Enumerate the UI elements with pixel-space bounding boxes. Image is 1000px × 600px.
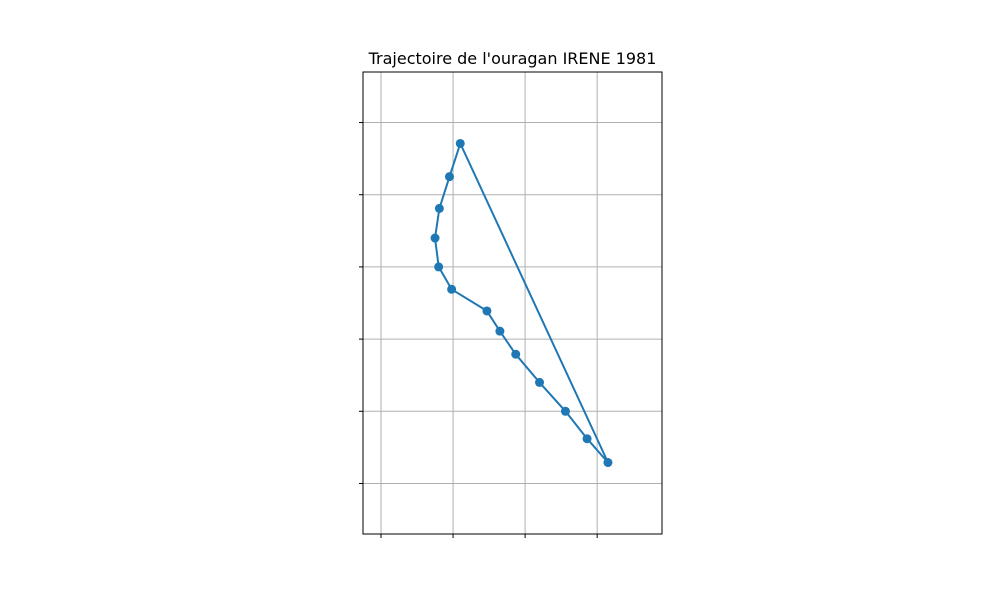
- trajectory-point: [455, 138, 465, 148]
- trajectory-point: [495, 326, 505, 336]
- trajectory-point: [582, 434, 592, 444]
- chart-title: Trajectoire de l'ouragan IRENE 1981: [368, 49, 657, 68]
- trajectory-line: [434, 142, 609, 464]
- trajectory-point: [430, 233, 440, 243]
- trajectory-point: [560, 406, 570, 416]
- axes-frame: [362, 71, 663, 535]
- series-layer: [430, 138, 613, 468]
- trajectory-point: [603, 458, 613, 468]
- grid-layer: [359, 72, 662, 538]
- trajectory-point: [511, 349, 521, 359]
- trajectory-point: [482, 306, 492, 316]
- trajectory-point: [434, 203, 444, 213]
- trajectory-point: [447, 284, 457, 294]
- trajectory-point: [444, 172, 454, 182]
- trajectory-point: [535, 377, 545, 387]
- trajectory-point: [434, 262, 444, 272]
